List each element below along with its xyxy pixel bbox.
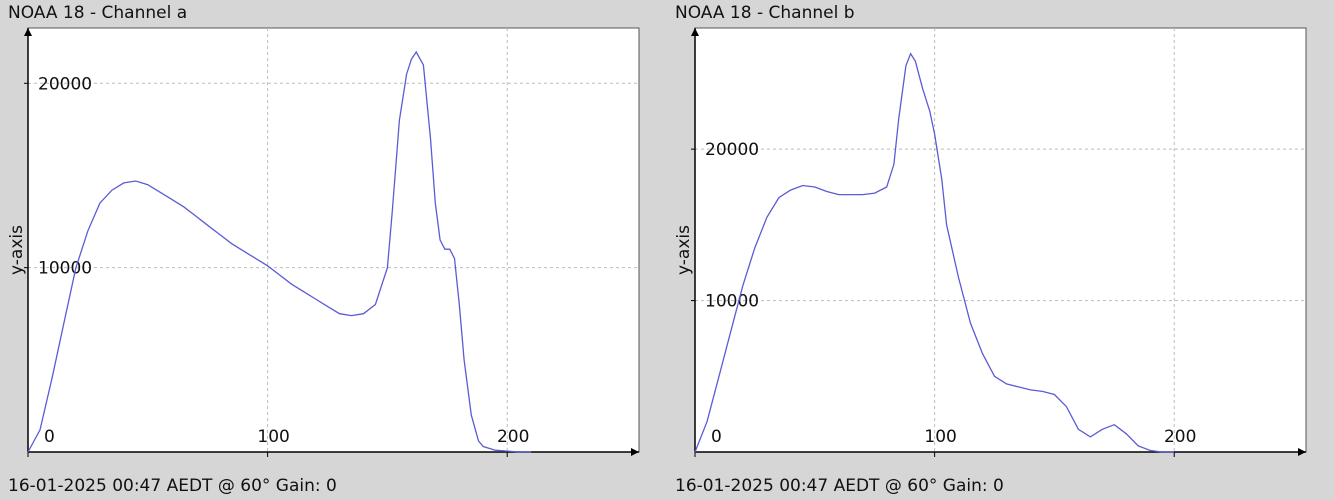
y-tick-label: 20000 <box>38 74 92 94</box>
chart-plot-a: 0 100 200 10000 20000 y-axis <box>7 27 640 457</box>
chart-panel-a: NOAA 18 - Channel a 0 100 200 10000 20000 y-a… <box>7 3 640 496</box>
chart-title: NOAA 18 - Channel a <box>8 3 188 23</box>
y-tick-label: 20000 <box>705 140 759 160</box>
x-axis-arrow <box>631 448 639 456</box>
plot-area <box>694 27 1307 453</box>
y-axis-label: y-axis <box>674 225 694 275</box>
chart-title: NOAA 18 - Channel b <box>675 3 855 23</box>
x-axis-arrow <box>1298 448 1306 456</box>
chart-footer: 16-01-2025 00:47 AEDT @ 60° Gain: 0 <box>8 476 337 496</box>
chart-plot-b: 0 100 200 10000 20000 y-axis <box>674 27 1307 457</box>
y-axis-arrow <box>24 28 32 36</box>
chart-panel-b: NOAA 18 - Channel b 0 100 200 10000 20000 y-a… <box>667 0 1334 500</box>
series-line <box>27 50 532 453</box>
x-tick-label: 200 <box>497 427 529 447</box>
x-tick-label: 100 <box>924 427 956 447</box>
x-tick-label: 200 <box>1164 427 1196 447</box>
y-axis-label: y-axis <box>7 225 27 275</box>
y-axis-arrow <box>691 28 699 36</box>
x-tick-label: 0 <box>711 427 722 447</box>
chart-footer: 16-01-2025 00:47 AEDT @ 60° Gain: 0 <box>675 476 1004 496</box>
y-tick-label: 10000 <box>705 292 759 312</box>
plot-area <box>27 27 640 453</box>
series-line <box>694 52 1175 453</box>
x-tick-label: 100 <box>257 427 289 447</box>
y-tick-label: 10000 <box>38 259 92 279</box>
x-tick-label: 0 <box>44 427 55 447</box>
